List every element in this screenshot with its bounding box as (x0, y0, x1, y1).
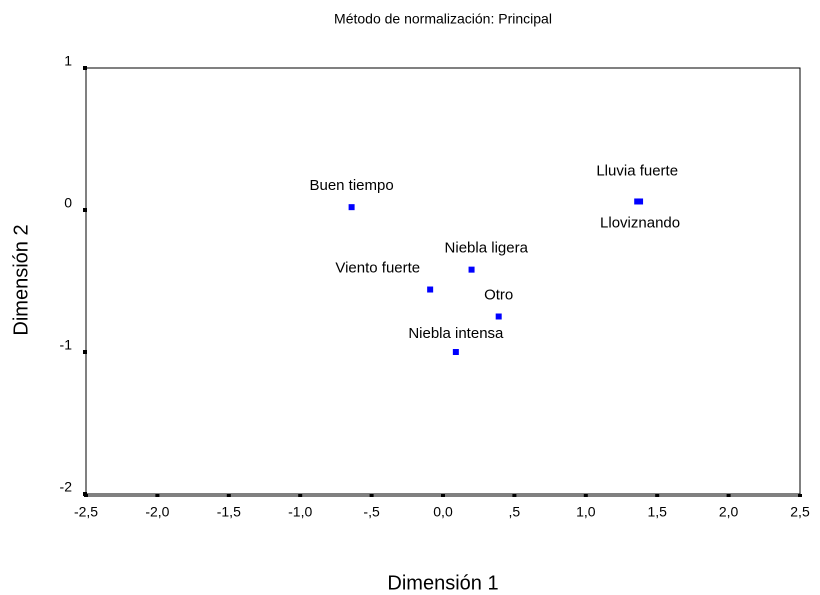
point (348, 204, 355, 211)
y-tick-label: -2 (60, 479, 73, 495)
y-tick (83, 350, 87, 354)
point-label: Otro (484, 286, 513, 303)
point (637, 198, 644, 205)
y-tick (83, 208, 87, 212)
point (495, 313, 502, 320)
x-tick-label: 2,0 (719, 504, 739, 520)
x-tick-label: 1,0 (576, 504, 596, 520)
point-label: Lluvia fuerte (596, 162, 678, 179)
chart-title: Método de normalización: Principal (334, 11, 552, 27)
x-tick (798, 494, 802, 497)
x-tick-label: -,5 (363, 504, 380, 520)
x-tick-label: -1,0 (288, 504, 312, 520)
x-tick (655, 494, 660, 497)
point (452, 349, 459, 355)
x-tick-label: -1,5 (217, 504, 241, 520)
x-tick (441, 494, 445, 497)
x-tick (512, 494, 517, 497)
y-axis-label: Dimensión 2 (10, 224, 32, 335)
plot-frame (85, 67, 801, 495)
x-tick-label: 2,5 (790, 504, 810, 520)
x-tick (726, 494, 731, 497)
x-axis-label: Dimensión 1 (387, 572, 498, 594)
y-tick (83, 492, 87, 496)
point (427, 286, 434, 293)
x-tick (155, 494, 160, 497)
x-tick-label: -2,5 (74, 504, 98, 520)
x-tick-label: 0,0 (433, 504, 453, 520)
x-tick (369, 494, 374, 497)
y-tick-label: 0 (64, 195, 72, 211)
point-label: Viento fuerte (335, 259, 420, 276)
y-tick (83, 66, 87, 70)
point-label: Buen tiempo (309, 177, 393, 194)
y-tick-label: -1 (60, 337, 73, 353)
y-tick-label: 1 (64, 53, 72, 69)
x-tick (226, 494, 231, 497)
point-label: Niebla ligera (445, 240, 529, 257)
point (468, 266, 475, 273)
point-label: Niebla intensa (408, 325, 504, 342)
x-tick (583, 494, 588, 497)
x-tick-label: ,5 (509, 504, 521, 520)
x-tick-label: 1,5 (647, 504, 667, 520)
x-tick (298, 494, 303, 497)
x-tick-label: -2,0 (145, 504, 169, 520)
point-label: Lloviznando (600, 214, 680, 231)
